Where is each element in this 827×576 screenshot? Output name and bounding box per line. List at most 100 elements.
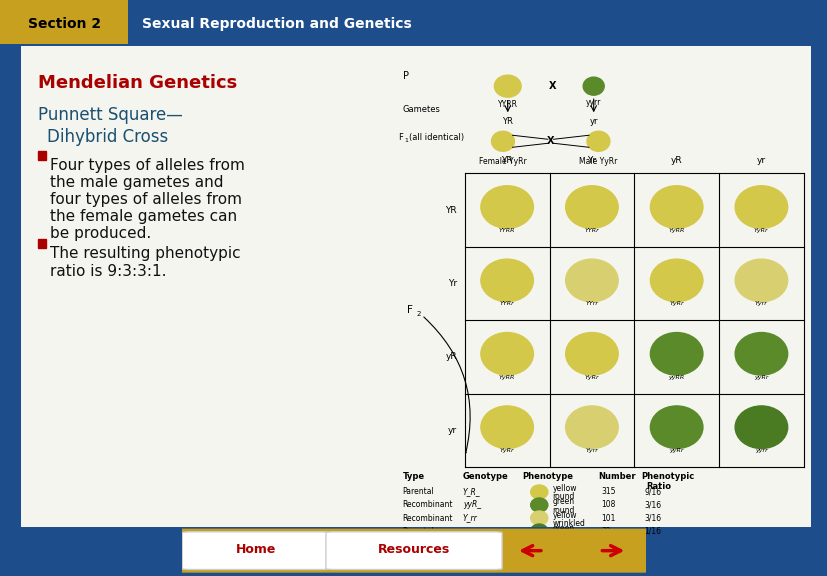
- Text: YyRr: YyRr: [500, 448, 514, 453]
- Text: yyrr: yyrr: [462, 526, 477, 536]
- FancyBboxPatch shape: [182, 532, 330, 570]
- Text: Recombinant: Recombinant: [402, 501, 452, 510]
- Text: Parental: Parental: [402, 526, 434, 536]
- Text: 3/16: 3/16: [643, 514, 661, 522]
- Text: yR: yR: [670, 156, 681, 165]
- Text: 1: 1: [404, 138, 408, 143]
- Text: Recombinant: Recombinant: [402, 514, 452, 522]
- Text: yr: yr: [589, 118, 597, 126]
- Text: Phenotypic: Phenotypic: [641, 472, 694, 481]
- Text: round: round: [552, 506, 574, 514]
- Text: X: X: [548, 81, 556, 91]
- Text: yyRr: yyRr: [668, 448, 683, 453]
- Text: YyRr: YyRr: [668, 301, 683, 306]
- Text: Parental: Parental: [402, 487, 434, 497]
- Text: YYrr: YYrr: [585, 301, 598, 306]
- Text: yyrr: yyrr: [754, 448, 767, 453]
- Ellipse shape: [480, 259, 533, 302]
- FancyBboxPatch shape: [326, 532, 501, 570]
- Text: yellow: yellow: [552, 484, 576, 494]
- Ellipse shape: [480, 332, 533, 375]
- Text: 108: 108: [600, 501, 615, 510]
- Text: yyRr: yyRr: [753, 375, 767, 380]
- Text: 3/16: 3/16: [643, 501, 661, 510]
- Text: Female YyRr: Female YyRr: [479, 157, 526, 166]
- Ellipse shape: [565, 185, 618, 228]
- Text: YR: YR: [502, 118, 513, 126]
- Ellipse shape: [734, 332, 786, 375]
- Text: yellow: yellow: [552, 510, 576, 520]
- Text: yyrr: yyrr: [586, 98, 600, 107]
- Text: YR: YR: [500, 156, 513, 165]
- Text: wrinkled: wrinkled: [552, 532, 585, 540]
- Text: Gametes: Gametes: [402, 105, 440, 113]
- Ellipse shape: [565, 332, 618, 375]
- Text: 1/16: 1/16: [643, 526, 661, 536]
- Text: yyRR: yyRR: [667, 375, 684, 380]
- Text: YyRr: YyRr: [753, 228, 767, 233]
- Ellipse shape: [586, 131, 609, 151]
- Text: Four types of alleles from: Four types of alleles from: [50, 158, 245, 173]
- Text: P: P: [402, 71, 409, 81]
- Bar: [38, 151, 46, 160]
- Text: wrinkled: wrinkled: [552, 518, 585, 528]
- Ellipse shape: [530, 498, 547, 512]
- Text: F: F: [398, 132, 402, 142]
- Text: (all identical): (all identical): [409, 132, 464, 142]
- FancyBboxPatch shape: [164, 529, 663, 573]
- Text: YYRR: YYRR: [499, 228, 514, 233]
- FancyBboxPatch shape: [0, 0, 128, 44]
- Text: X: X: [547, 137, 554, 146]
- Ellipse shape: [649, 259, 702, 302]
- Text: Ratio: Ratio: [645, 482, 671, 491]
- Ellipse shape: [491, 131, 514, 151]
- Text: YyRR: YyRR: [499, 375, 514, 380]
- Ellipse shape: [734, 406, 786, 449]
- Text: YYRr: YYRr: [584, 228, 599, 233]
- Ellipse shape: [582, 77, 604, 95]
- Text: yr: yr: [447, 426, 457, 435]
- Ellipse shape: [530, 524, 547, 538]
- Text: yr: yr: [756, 156, 765, 165]
- Text: F: F: [407, 305, 413, 315]
- Text: 101: 101: [600, 514, 615, 522]
- Text: Sexual Reproduction and Genetics: Sexual Reproduction and Genetics: [142, 17, 412, 32]
- Text: Yyrr: Yyrr: [754, 301, 767, 306]
- Text: Punnett Square—: Punnett Square—: [38, 106, 183, 124]
- Text: four types of alleles from: four types of alleles from: [50, 192, 242, 207]
- Text: Section 2: Section 2: [27, 17, 101, 32]
- Ellipse shape: [565, 406, 618, 449]
- Ellipse shape: [480, 406, 533, 449]
- Text: YYRR: YYRR: [497, 100, 517, 109]
- Ellipse shape: [649, 406, 702, 449]
- Ellipse shape: [530, 485, 547, 499]
- Text: 9/16: 9/16: [643, 487, 661, 497]
- FancyBboxPatch shape: [19, 44, 812, 529]
- Ellipse shape: [734, 185, 786, 228]
- Text: Male YyRr: Male YyRr: [579, 157, 617, 166]
- Text: Type: Type: [402, 472, 424, 481]
- Text: Yyrr: Yyrr: [585, 448, 598, 453]
- Ellipse shape: [480, 185, 533, 228]
- Text: Dihybrid Cross: Dihybrid Cross: [47, 128, 169, 146]
- Text: YYRr: YYRr: [500, 301, 514, 306]
- Text: round: round: [552, 492, 574, 502]
- Text: Y_rr: Y_rr: [462, 514, 477, 522]
- Text: YyRR: YyRR: [667, 228, 684, 233]
- Text: ratio is 9:3:3:1.: ratio is 9:3:3:1.: [50, 263, 166, 279]
- Ellipse shape: [494, 75, 520, 97]
- Text: YR: YR: [445, 206, 457, 214]
- Text: be produced.: be produced.: [50, 226, 151, 241]
- Text: 32: 32: [600, 526, 610, 536]
- Text: yR: yR: [445, 353, 457, 361]
- Text: Number: Number: [598, 472, 635, 481]
- FancyBboxPatch shape: [128, 0, 827, 44]
- Text: Mendelian Genetics: Mendelian Genetics: [38, 74, 237, 92]
- Ellipse shape: [734, 259, 786, 302]
- Text: Genotype: Genotype: [462, 472, 508, 481]
- Text: the female gametes can: the female gametes can: [50, 210, 237, 225]
- Text: Yr: Yr: [447, 279, 457, 288]
- Text: 2: 2: [415, 311, 420, 317]
- Ellipse shape: [530, 511, 547, 525]
- Ellipse shape: [649, 185, 702, 228]
